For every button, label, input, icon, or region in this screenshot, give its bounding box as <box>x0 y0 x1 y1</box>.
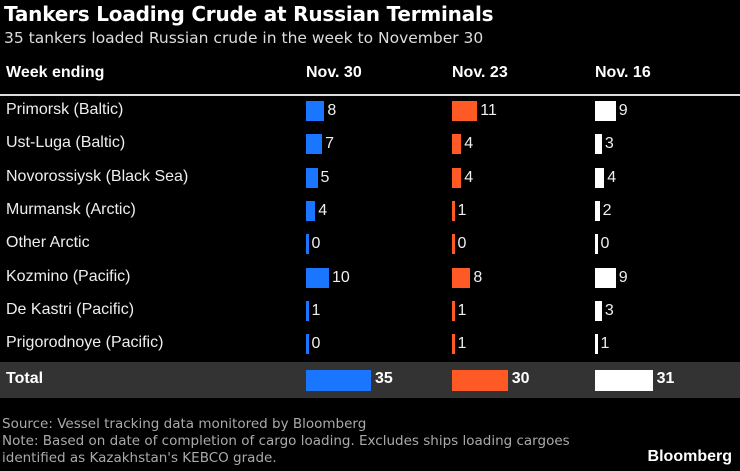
footnote: Note: Based on date of completion of car… <box>2 433 570 466</box>
bar-nov16 <box>595 200 600 221</box>
value-label: 3 <box>604 301 614 319</box>
total-bar <box>595 370 653 391</box>
row-label: Prigorodnoye (Pacific) <box>6 334 164 352</box>
value-label: 4 <box>464 135 474 153</box>
total-value: 35 <box>375 370 393 387</box>
bar-nov23 <box>452 167 462 188</box>
total-value: 30 <box>511 370 530 387</box>
bar-nov30 <box>306 200 316 221</box>
bar-nov23 <box>452 300 455 321</box>
footer: Source: Vessel tracking data monitored b… <box>2 416 602 467</box>
value-label: 8 <box>327 102 337 119</box>
total-bar <box>452 370 508 391</box>
row-label: Novorossiysk (Black Sea) <box>6 167 189 185</box>
value-label: 1 <box>457 335 467 353</box>
bar-nov16 <box>595 234 598 255</box>
bar-nov16 <box>595 300 602 321</box>
value-label: 0 <box>311 335 321 353</box>
table-row: De Kastri (Pacific) 1 1 3 <box>0 294 740 327</box>
value-label: 7 <box>325 135 334 153</box>
value-label: 0 <box>311 235 321 253</box>
row-label: Primorsk (Baltic) <box>6 101 124 118</box>
value-label: 4 <box>464 168 474 186</box>
table-row: Ust-Luga (Baltic) 7 4 3 <box>0 127 740 160</box>
source-note: Source: Vessel tracking data monitored b… <box>2 416 367 432</box>
value-label: 9 <box>618 268 628 286</box>
chart-title: Tankers Loading Crude at Russian Termina… <box>4 2 494 26</box>
table-row: Murmansk (Arctic) 4 1 2 <box>0 194 740 227</box>
value-label: 1 <box>600 335 610 353</box>
table-row: Prigorodnoye (Pacific) 0 1 1 <box>0 327 740 360</box>
column-header: Nov. 23 <box>452 64 508 81</box>
bar-nov23 <box>452 234 455 255</box>
bar-nov23 <box>452 334 455 355</box>
row-label: Ust-Luga (Baltic) <box>6 134 126 152</box>
value-label: 0 <box>457 235 467 253</box>
table-row: Other Arctic 0 0 0 <box>0 227 740 260</box>
bar-nov16 <box>595 134 602 155</box>
value-label: 5 <box>320 168 330 186</box>
value-label: 10 <box>332 268 350 286</box>
value-label: 9 <box>618 102 628 119</box>
value-label: 1 <box>457 201 467 219</box>
header-divider <box>0 94 740 96</box>
row-label: De Kastri (Pacific) <box>6 300 135 318</box>
column-header: Nov. 16 <box>595 64 651 81</box>
bar-nov30 <box>306 167 318 188</box>
row-header: Week ending <box>6 64 105 81</box>
value-label: 11 <box>480 102 497 119</box>
value-label: 3 <box>604 135 614 153</box>
row-label: Murmansk (Arctic) <box>6 200 136 218</box>
bar-nov30 <box>306 267 329 288</box>
bar-nov30 <box>306 300 309 321</box>
table-row: Kozmino (Pacific) 10 8 9 <box>0 261 740 294</box>
value-label: 0 <box>600 235 610 253</box>
bar-nov23 <box>452 134 462 155</box>
total-label: Total <box>6 370 44 387</box>
bar-nov30 <box>306 101 325 121</box>
bar-nov16 <box>595 334 598 355</box>
bar-nov16 <box>595 267 616 288</box>
total-row: Total 35 30 31 <box>0 362 740 398</box>
value-label: 4 <box>318 201 328 219</box>
value-label: 4 <box>607 168 617 186</box>
value-label: 1 <box>457 301 467 319</box>
column-header: Nov. 30 <box>306 64 362 81</box>
bar-nov30 <box>306 134 323 155</box>
value-label: 2 <box>602 201 612 219</box>
bar-nov16 <box>595 167 605 188</box>
row-label: Kozmino (Pacific) <box>6 267 131 285</box>
bar-nov30 <box>306 234 309 255</box>
bar-nov23 <box>452 200 455 221</box>
value-label: 8 <box>473 268 483 286</box>
row-label: Other Arctic <box>6 234 90 252</box>
bar-nov23 <box>452 267 471 288</box>
chart-subtitle: 35 tankers loaded Russian crude in the w… <box>4 29 484 47</box>
bar-nov30 <box>306 334 309 355</box>
table-row: Primorsk (Baltic) 8 11 9 <box>0 94 740 127</box>
table-row: Novorossiysk (Black Sea) 5 4 4 <box>0 161 740 194</box>
bar-nov16 <box>595 101 616 121</box>
bar-nov23 <box>452 101 478 121</box>
value-label: 1 <box>311 301 321 319</box>
bloomberg-logo: Bloomberg <box>647 448 732 465</box>
total-value: 31 <box>656 370 675 387</box>
total-bar <box>306 370 371 391</box>
